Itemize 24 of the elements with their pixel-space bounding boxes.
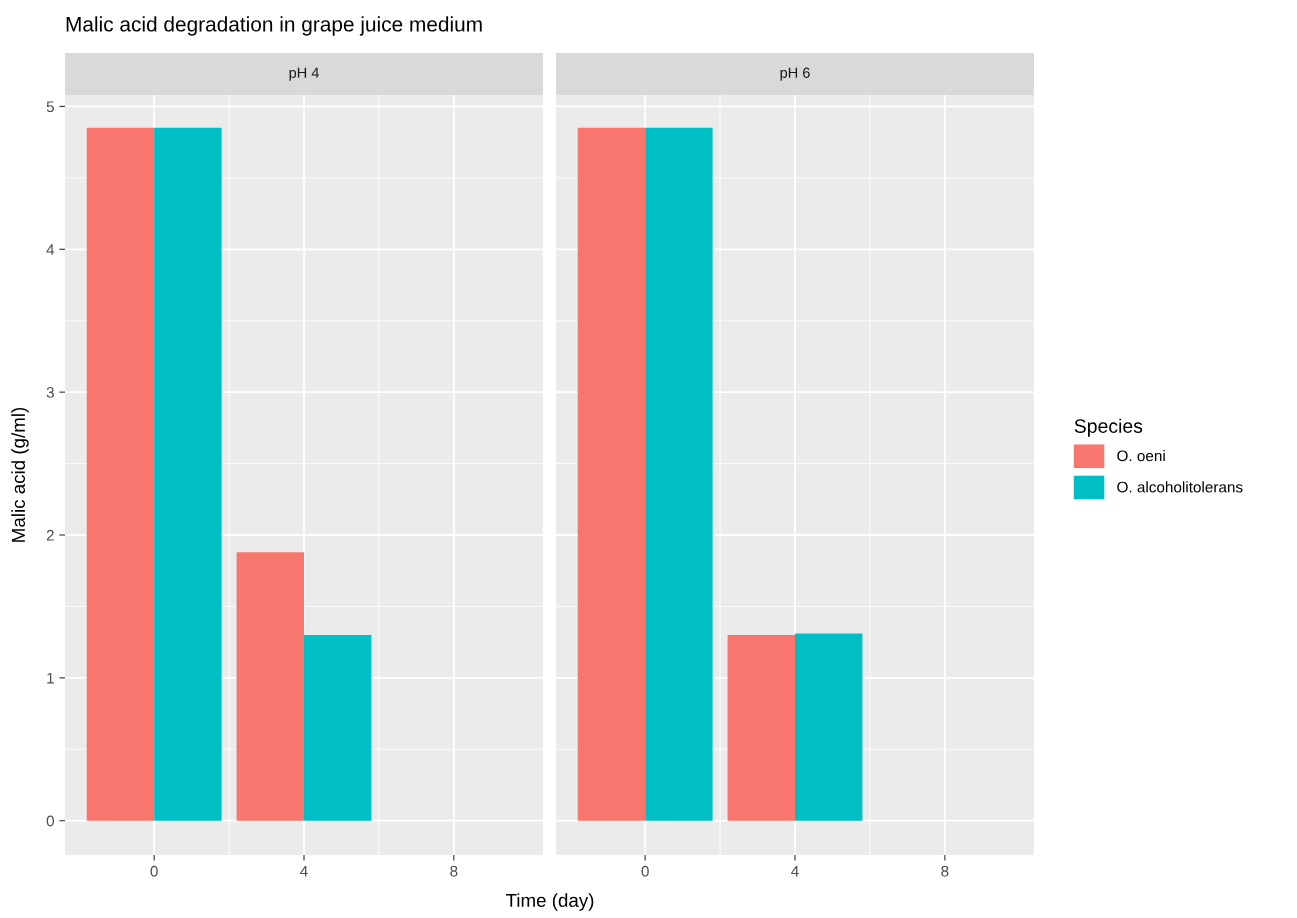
chart-subtitle: pH 6	[780, 67, 810, 81]
bar	[304, 635, 372, 821]
x-tick-label: 0	[150, 865, 158, 877]
y-tick-label: 3	[46, 387, 54, 398]
bar	[154, 127, 222, 821]
y-tick-label: 4	[46, 244, 55, 255]
chart-title: Malic acid degradation in grape juice medium	[66, 16, 482, 36]
y-tick-label: 1	[47, 672, 54, 684]
x-tick-label: 4	[791, 865, 799, 877]
y-tick-label: 2	[46, 529, 54, 541]
x-tick-label: 8	[941, 865, 949, 877]
legend-label: O. oeni	[1117, 450, 1165, 462]
x-tick-label: 4	[300, 865, 308, 877]
x-tick-label: 8	[450, 865, 458, 877]
y-tick-label: 5	[46, 101, 54, 113]
x-tick-label: 0	[641, 865, 649, 877]
y-axis-title: Malic acid (g/ml)	[11, 407, 29, 542]
chart-subtitle: pH 4	[289, 67, 319, 81]
y-tick-label: 0	[46, 815, 54, 827]
bar	[86, 127, 155, 821]
legend-label: O. alcoholitolerans	[1117, 481, 1243, 493]
legend-title: Species	[1074, 418, 1143, 437]
x-axis-title: Time (day)	[505, 893, 594, 911]
bar	[236, 552, 304, 821]
